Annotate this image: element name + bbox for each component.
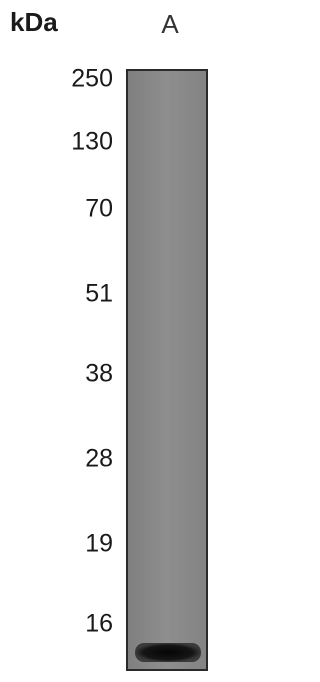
marker-labels: 250 130 70 51 38 28 19 16 [71, 65, 113, 638]
marker-label: 51 [85, 280, 113, 308]
blot-figure: kDa A 250 130 70 51 38 28 19 16 [10, 7, 208, 671]
marker-label: 70 [85, 195, 113, 223]
marker-label: 19 [85, 530, 113, 558]
marker-label: 16 [85, 610, 113, 638]
unit-label: kDa [10, 7, 58, 37]
marker-label: 38 [85, 360, 113, 388]
lane-label: A [161, 9, 179, 39]
marker-label: 28 [85, 445, 113, 473]
marker-label: 250 [71, 65, 113, 93]
marker-label: 130 [71, 128, 113, 156]
lane [126, 69, 208, 671]
band [135, 643, 201, 662]
